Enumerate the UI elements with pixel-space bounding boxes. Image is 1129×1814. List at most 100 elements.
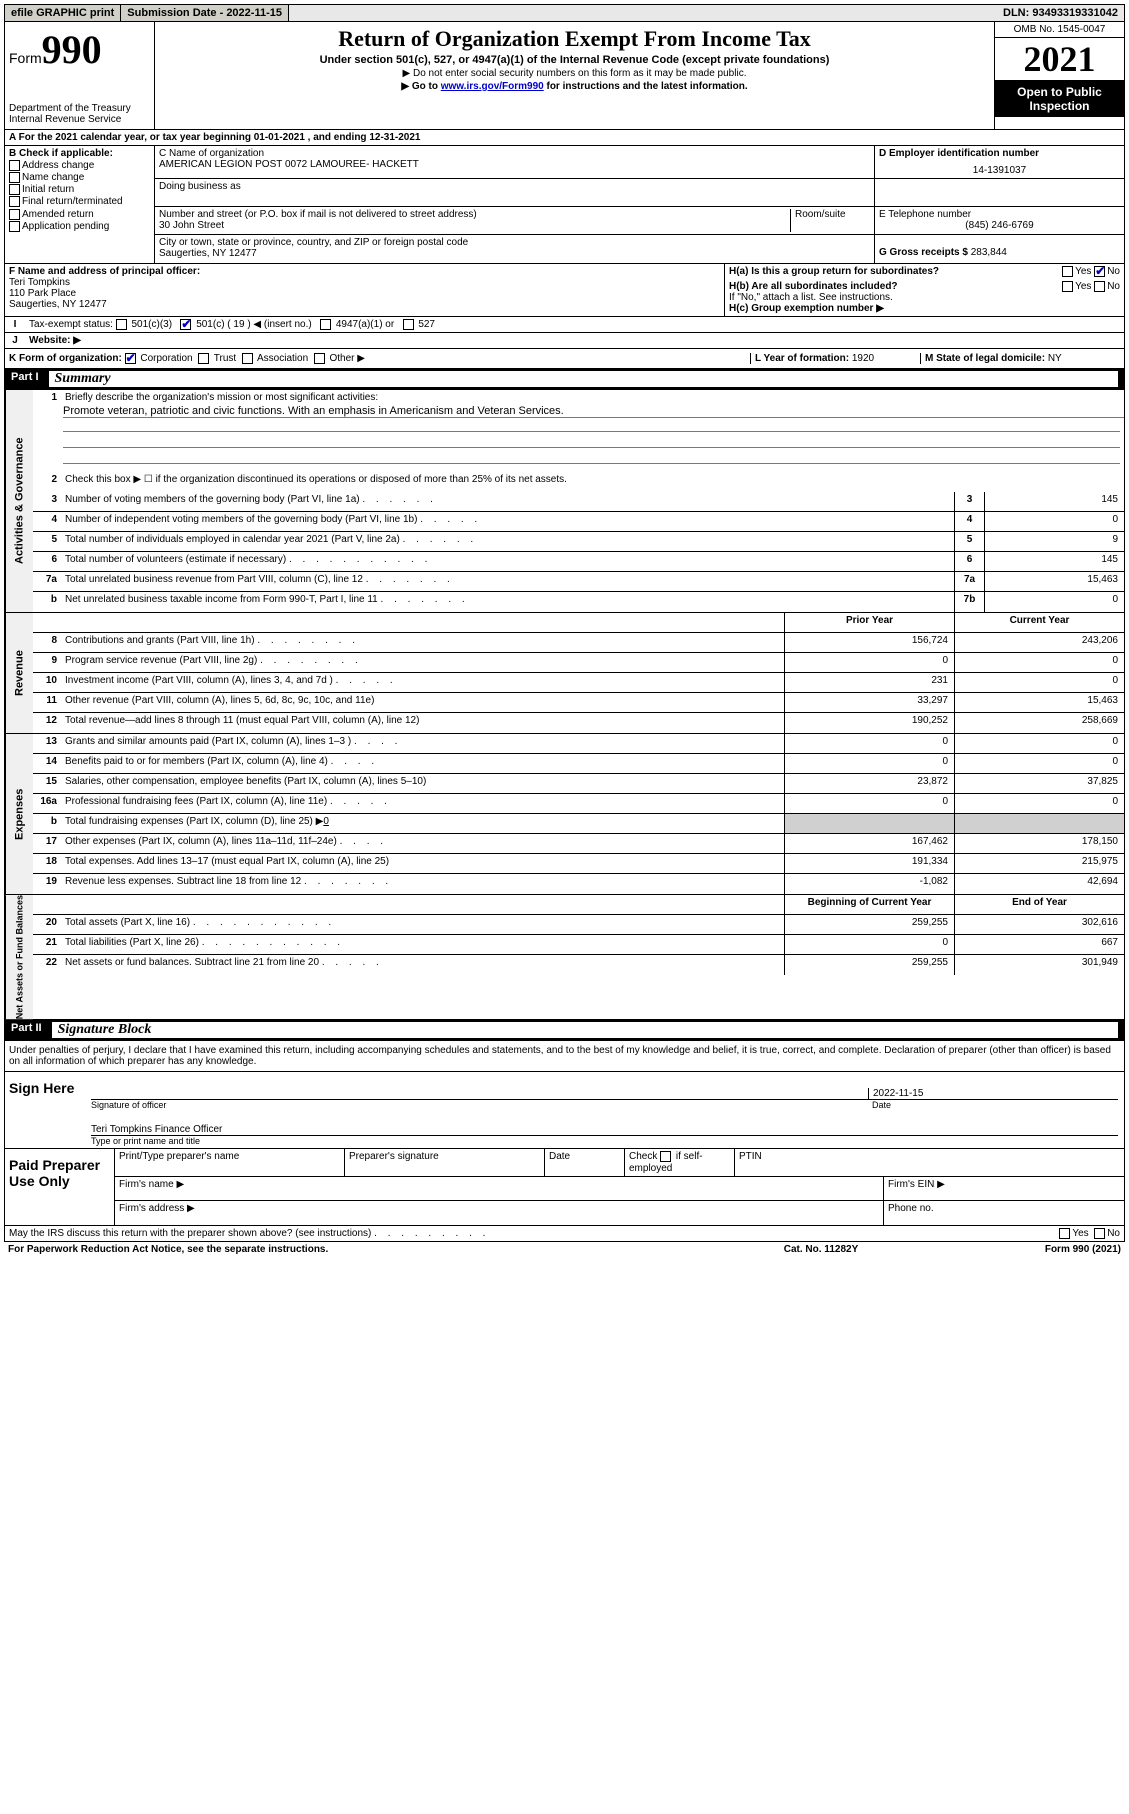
hb-note: If "No," attach a list. See instructions… bbox=[729, 292, 1120, 303]
chk-527[interactable] bbox=[403, 319, 414, 330]
line22-prior: 259,255 bbox=[784, 955, 954, 975]
tax-year: 2021 bbox=[995, 38, 1124, 81]
line18-prior: 191,334 bbox=[784, 854, 954, 873]
ein-label: D Employer identification number bbox=[879, 148, 1120, 159]
line12-prior: 190,252 bbox=[784, 713, 954, 733]
prep-date-header: Date bbox=[545, 1149, 625, 1175]
open-public-badge: Open to Public Inspection bbox=[995, 81, 1124, 117]
line7a-val: 15,463 bbox=[984, 572, 1124, 591]
preparer-row: Paid Preparer Use Only Print/Type prepar… bbox=[4, 1149, 1125, 1225]
line14-current: 0 bbox=[954, 754, 1124, 773]
part1-header: Part I Summary bbox=[4, 369, 1125, 390]
chk-discuss-no[interactable] bbox=[1094, 1228, 1105, 1239]
section-net-assets: Net Assets or Fund Balances Beginning of… bbox=[4, 895, 1125, 1020]
chk-501c3[interactable] bbox=[116, 319, 127, 330]
line8-current: 243,206 bbox=[954, 633, 1124, 652]
line16b-val: 0 bbox=[323, 816, 329, 827]
vtab-revenue: Revenue bbox=[5, 613, 33, 733]
vtab-expenses: Expenses bbox=[5, 734, 33, 894]
end-year-header: End of Year bbox=[954, 895, 1124, 914]
mission-text: Promote veteran, patriotic and civic fun… bbox=[63, 405, 1124, 418]
preparer-label: Paid Preparer Use Only bbox=[5, 1149, 115, 1224]
part1-label: Part I bbox=[11, 371, 49, 387]
chk-501c[interactable] bbox=[180, 319, 191, 330]
chk-app-pending[interactable] bbox=[9, 221, 20, 232]
firm-ein-label: Firm's EIN ▶ bbox=[884, 1177, 1124, 1200]
sig-date-label: Date bbox=[868, 1100, 1118, 1110]
chk-assoc[interactable] bbox=[242, 353, 253, 364]
line8-text: Contributions and grants (Part VIII, lin… bbox=[65, 635, 255, 646]
paperwork-notice: For Paperwork Reduction Act Notice, see … bbox=[8, 1244, 721, 1255]
line9-prior: 0 bbox=[784, 653, 954, 672]
hc-label: H(c) Group exemption number ▶ bbox=[729, 303, 1120, 314]
line7b-box: 7b bbox=[954, 592, 984, 612]
line11-text: Other revenue (Part VIII, column (A), li… bbox=[65, 695, 374, 706]
note-goto: ▶ Go to www.irs.gov/Form990 for instruct… bbox=[163, 81, 986, 92]
line16b-text: Total fundraising expenses (Part IX, col… bbox=[65, 816, 323, 827]
line12-text: Total revenue—add lines 8 through 11 (mu… bbox=[65, 715, 419, 726]
chk-trust[interactable] bbox=[198, 353, 209, 364]
line19-text: Revenue less expenses. Subtract line 18 … bbox=[65, 876, 301, 887]
line1-label: Briefly describe the organization's miss… bbox=[61, 390, 1124, 405]
chk-discuss-yes[interactable] bbox=[1059, 1228, 1070, 1239]
chk-other[interactable] bbox=[314, 353, 325, 364]
chk-corp[interactable] bbox=[125, 353, 136, 364]
tax-status-label: Tax-exempt status: bbox=[29, 319, 113, 330]
efile-label[interactable]: efile GRAPHIC print bbox=[5, 5, 121, 21]
line3-text: Number of voting members of the governin… bbox=[65, 494, 360, 505]
sig-officer-label: Signature of officer bbox=[91, 1100, 868, 1110]
ha-label: H(a) Is this a group return for subordin… bbox=[729, 266, 939, 277]
chk-self-employed[interactable] bbox=[660, 1151, 671, 1162]
chk-hb-yes[interactable] bbox=[1062, 281, 1073, 292]
chk-ha-no[interactable] bbox=[1094, 266, 1105, 277]
chk-name-change[interactable] bbox=[9, 172, 20, 183]
website-label: Website: ▶ bbox=[25, 333, 1124, 348]
line9-current: 0 bbox=[954, 653, 1124, 672]
chk-hb-no[interactable] bbox=[1094, 281, 1105, 292]
form-title: Return of Organization Exempt From Incom… bbox=[163, 26, 986, 52]
chk-ha-yes[interactable] bbox=[1062, 266, 1073, 277]
chk-4947[interactable] bbox=[320, 319, 331, 330]
ein-value: 14-1391037 bbox=[879, 165, 1120, 176]
city-label: City or town, state or province, country… bbox=[159, 237, 870, 248]
line7a-box: 7a bbox=[954, 572, 984, 591]
line22-text: Net assets or fund balances. Subtract li… bbox=[65, 957, 319, 968]
section-revenue: Revenue Prior Year Current Year 8Contrib… bbox=[4, 613, 1125, 734]
chk-amended[interactable] bbox=[9, 209, 20, 220]
line10-prior: 231 bbox=[784, 673, 954, 692]
firm-phone-label: Phone no. bbox=[884, 1201, 1124, 1225]
prep-ptin-header: PTIN bbox=[735, 1149, 1124, 1175]
street-label: Number and street (or P.O. box if mail i… bbox=[159, 209, 790, 220]
header-right: OMB No. 1545-0047 2021 Open to Public In… bbox=[994, 22, 1124, 129]
line18-current: 215,975 bbox=[954, 854, 1124, 873]
line7a-text: Total unrelated business revenue from Pa… bbox=[65, 574, 363, 585]
col-b-checkboxes: B Check if applicable: Address change Na… bbox=[5, 146, 155, 263]
submission-date: Submission Date - 2022-11-15 bbox=[121, 5, 289, 21]
line13-current: 0 bbox=[954, 734, 1124, 753]
line7b-text: Net unrelated business taxable income fr… bbox=[65, 594, 378, 605]
line5-val: 9 bbox=[984, 532, 1124, 551]
irs-link[interactable]: www.irs.gov/Form990 bbox=[441, 81, 544, 92]
line20-text: Total assets (Part X, line 16) bbox=[65, 917, 190, 928]
line16a-prior: 0 bbox=[784, 794, 954, 813]
row-i: I Tax-exempt status: 501(c)(3) 501(c) ( … bbox=[4, 317, 1125, 333]
line16a-text: Professional fundraising fees (Part IX, … bbox=[65, 796, 327, 807]
chk-address-change[interactable] bbox=[9, 160, 20, 171]
line19-current: 42,694 bbox=[954, 874, 1124, 894]
part2-label: Part II bbox=[11, 1022, 52, 1038]
form-header: Form990 Department of the Treasury Inter… bbox=[4, 22, 1125, 130]
line13-prior: 0 bbox=[784, 734, 954, 753]
m-label: M State of legal domicile: bbox=[925, 353, 1045, 364]
row-klm: K Form of organization: Corporation Trus… bbox=[4, 349, 1125, 369]
chk-final-return[interactable] bbox=[9, 196, 20, 207]
section-bcd: B Check if applicable: Address change Na… bbox=[4, 146, 1125, 264]
line21-current: 667 bbox=[954, 935, 1124, 954]
line21-prior: 0 bbox=[784, 935, 954, 954]
chk-initial-return[interactable] bbox=[9, 184, 20, 195]
line19-prior: -1,082 bbox=[784, 874, 954, 894]
line22-current: 301,949 bbox=[954, 955, 1124, 975]
type-name-label: Type or print name and title bbox=[91, 1136, 1118, 1146]
line18-text: Total expenses. Add lines 13–17 (must eq… bbox=[65, 856, 389, 867]
line17-text: Other expenses (Part IX, column (A), lin… bbox=[65, 836, 337, 847]
sig-declaration: Under penalties of perjury, I declare th… bbox=[4, 1041, 1125, 1072]
